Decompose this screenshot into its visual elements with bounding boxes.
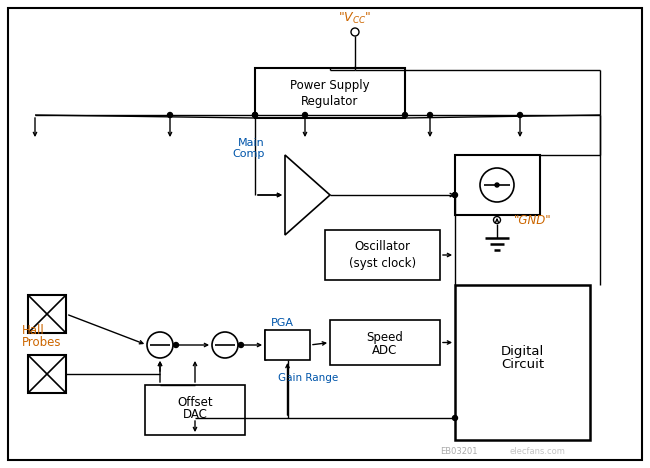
Bar [455,155,540,215]
Circle shape [452,192,458,197]
Circle shape [493,217,501,224]
Circle shape [239,343,244,348]
Polygon shape [285,155,330,235]
Text: EB03201: EB03201 [440,447,478,456]
Circle shape [517,112,523,117]
Circle shape [452,416,458,421]
Text: Digital: Digital [501,345,544,358]
Circle shape [452,192,458,197]
Circle shape [480,168,514,202]
Bar [145,385,245,435]
Bar [265,330,310,360]
Bar [330,320,440,365]
Text: Main: Main [239,138,265,148]
Circle shape [212,332,238,358]
Circle shape [351,28,359,36]
Text: Probes: Probes [22,336,62,349]
Circle shape [168,112,172,117]
Text: ADC: ADC [372,344,398,357]
Text: PGA: PGA [270,318,294,328]
Bar [455,285,590,440]
Circle shape [495,183,499,187]
Circle shape [174,343,179,348]
Circle shape [252,112,257,117]
Text: Regulator: Regulator [302,95,359,108]
Text: "GND": "GND" [514,213,552,227]
Text: Circuit: Circuit [501,358,544,372]
Text: DAC: DAC [183,409,207,422]
Text: Gain Range: Gain Range [278,373,338,383]
Circle shape [147,332,173,358]
Bar [28,355,66,393]
Text: Power Supply: Power Supply [290,80,370,93]
Bar [28,295,66,333]
Polygon shape [265,330,310,360]
Bar [255,68,405,118]
Text: Oscillator: Oscillator [354,241,411,254]
Text: Hall: Hall [22,323,45,336]
Circle shape [302,112,307,117]
Text: (syst clock): (syst clock) [349,256,416,270]
Bar [325,230,440,280]
Text: elecfans.com: elecfans.com [510,447,566,456]
Text: Comp: Comp [233,149,265,159]
Text: "$V_{CC}$": "$V_{CC}$" [338,10,372,26]
Circle shape [252,112,257,117]
Circle shape [402,112,408,117]
Circle shape [428,112,432,117]
Text: Speed: Speed [367,330,404,344]
Circle shape [352,67,358,73]
Text: Offset: Offset [177,395,213,409]
